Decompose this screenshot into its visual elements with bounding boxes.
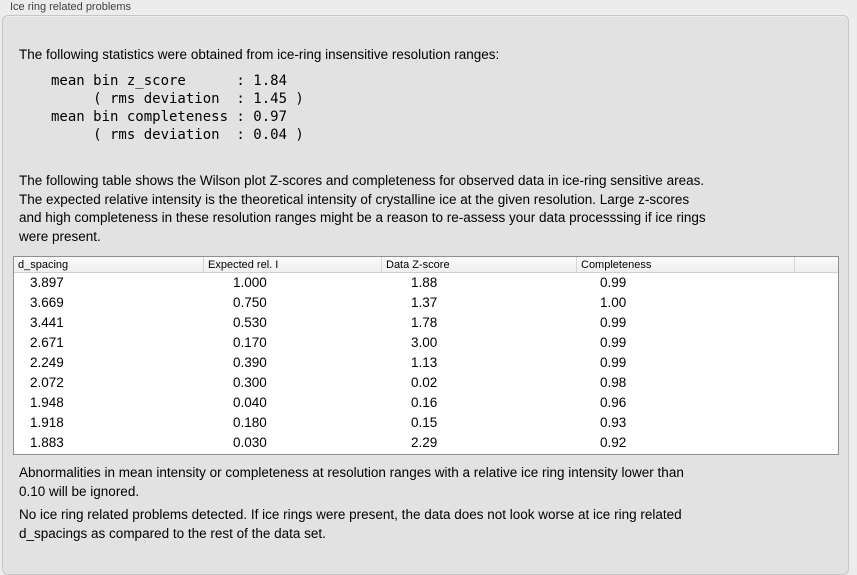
table-cell: 1.000 [233,275,267,290]
table-body: 3.897 1.000 1.88 0.99 3.669 0.750 1.37 1.00 3.44… [14,273,838,453]
table-cell-empty [794,273,838,293]
table-cell: 0.98 [600,375,627,390]
table-cell-empty [794,333,838,353]
stats-block: mean bin z_score : 1.84 ( rms deviation … [51,73,304,143]
table-row[interactable]: 1.948 0.040 0.16 0.96 [14,393,838,413]
table-cell: 0.300 [233,375,267,390]
table-cell: 0.15 [411,415,438,430]
table-cell: 1.918 [30,415,64,430]
table-header-row: d_spacing Expected rel. I Data Z-score C… [14,257,838,273]
description-text: The following table shows the Wilson plo… [19,173,706,244]
table-row[interactable]: 1.918 0.180 0.15 0.93 [14,413,838,433]
table-cell: 0.030 [233,435,267,450]
ice-ring-table: d_spacing Expected rel. I Data Z-score C… [13,256,839,455]
table-cell-empty [794,293,838,313]
table-cell: 2.249 [30,355,64,370]
table-cell: 1.88 [411,275,438,290]
table-cell: 0.16 [411,395,438,410]
table-cell: 0.99 [600,315,627,330]
table-cell: 1.00 [600,295,627,310]
footnote-text: Abnormalities in mean intensity or compl… [19,465,684,499]
table-cell: 1.883 [30,435,64,450]
table-cell: 3.669 [30,295,64,310]
table-cell: 0.750 [233,295,267,310]
table-row[interactable]: 2.072 0.300 0.02 0.98 [14,373,838,393]
table-cell-empty [794,313,838,333]
table-cell: 1.78 [411,315,438,330]
column-header-d-spacing[interactable]: d_spacing [18,259,69,271]
table-cell: 0.390 [233,355,267,370]
table-row[interactable]: 3.441 0.530 1.78 0.99 [14,313,838,333]
table-cell: 3.441 [30,315,64,330]
table-cell: 0.99 [600,275,627,290]
table-cell: 0.93 [600,415,627,430]
table-row[interactable]: 1.883 0.030 2.29 0.92 [14,433,838,453]
table-row[interactable]: 2.671 0.170 3.00 0.99 [14,333,838,353]
ice-ring-panel: The following statistics were obtained f… [2,15,849,575]
table-cell: 0.530 [233,315,267,330]
table-cell-empty [794,373,838,393]
table-cell-empty [794,413,838,433]
panel-title: Ice ring related problems [10,1,132,13]
table-cell: 0.180 [233,415,267,430]
table-cell: 1.13 [411,355,438,370]
column-header-completeness[interactable]: Completeness [576,257,794,272]
table-row[interactable]: 3.669 0.750 1.37 1.00 [14,293,838,313]
table-cell: 3.897 [30,275,64,290]
column-header-expected-rel-i[interactable]: Expected rel. I [203,257,381,272]
column-header-empty [794,257,838,272]
table-cell: 0.96 [600,395,627,410]
table-cell: 2.29 [411,435,438,450]
table-cell: 1.37 [411,295,438,310]
table-row[interactable]: 2.249 0.390 1.13 0.99 [14,353,838,373]
intro-text: The following statistics were obtained f… [19,47,500,62]
table-cell: 0.02 [411,375,438,390]
table-cell: 0.99 [600,355,627,370]
table-row[interactable]: 3.897 1.000 1.88 0.99 [14,273,838,293]
table-cell: 0.040 [233,395,267,410]
table-cell: 0.170 [233,335,267,350]
table-cell: 0.92 [600,435,627,450]
table-cell: 1.948 [30,395,64,410]
column-header-data-z-score[interactable]: Data Z-score [381,257,576,272]
conclusion-text: No ice ring related problems detected. I… [19,507,682,541]
table-cell: 2.072 [30,375,64,390]
table-cell: 3.00 [411,335,438,350]
table-cell-empty [794,353,838,373]
table-cell-empty [794,433,838,453]
table-cell-empty [794,393,838,413]
table-cell: 0.99 [600,335,627,350]
table-cell: 2.671 [30,335,64,350]
